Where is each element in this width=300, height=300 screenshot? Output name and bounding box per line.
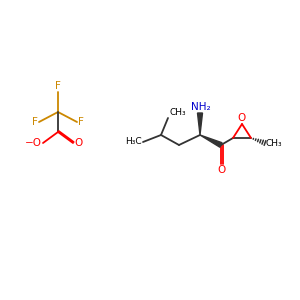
Text: H₃C: H₃C <box>125 137 142 146</box>
Text: O: O <box>74 138 82 148</box>
Polygon shape <box>200 135 222 147</box>
Polygon shape <box>197 113 202 135</box>
Text: F: F <box>78 117 84 127</box>
Text: NH₂: NH₂ <box>191 102 211 112</box>
Text: CH₃: CH₃ <box>169 108 186 117</box>
Text: F: F <box>32 117 38 127</box>
Text: −O: −O <box>25 138 42 148</box>
Text: O: O <box>217 165 225 175</box>
Text: CH₃: CH₃ <box>266 139 283 148</box>
Text: F: F <box>55 81 61 91</box>
Text: O: O <box>238 113 246 123</box>
